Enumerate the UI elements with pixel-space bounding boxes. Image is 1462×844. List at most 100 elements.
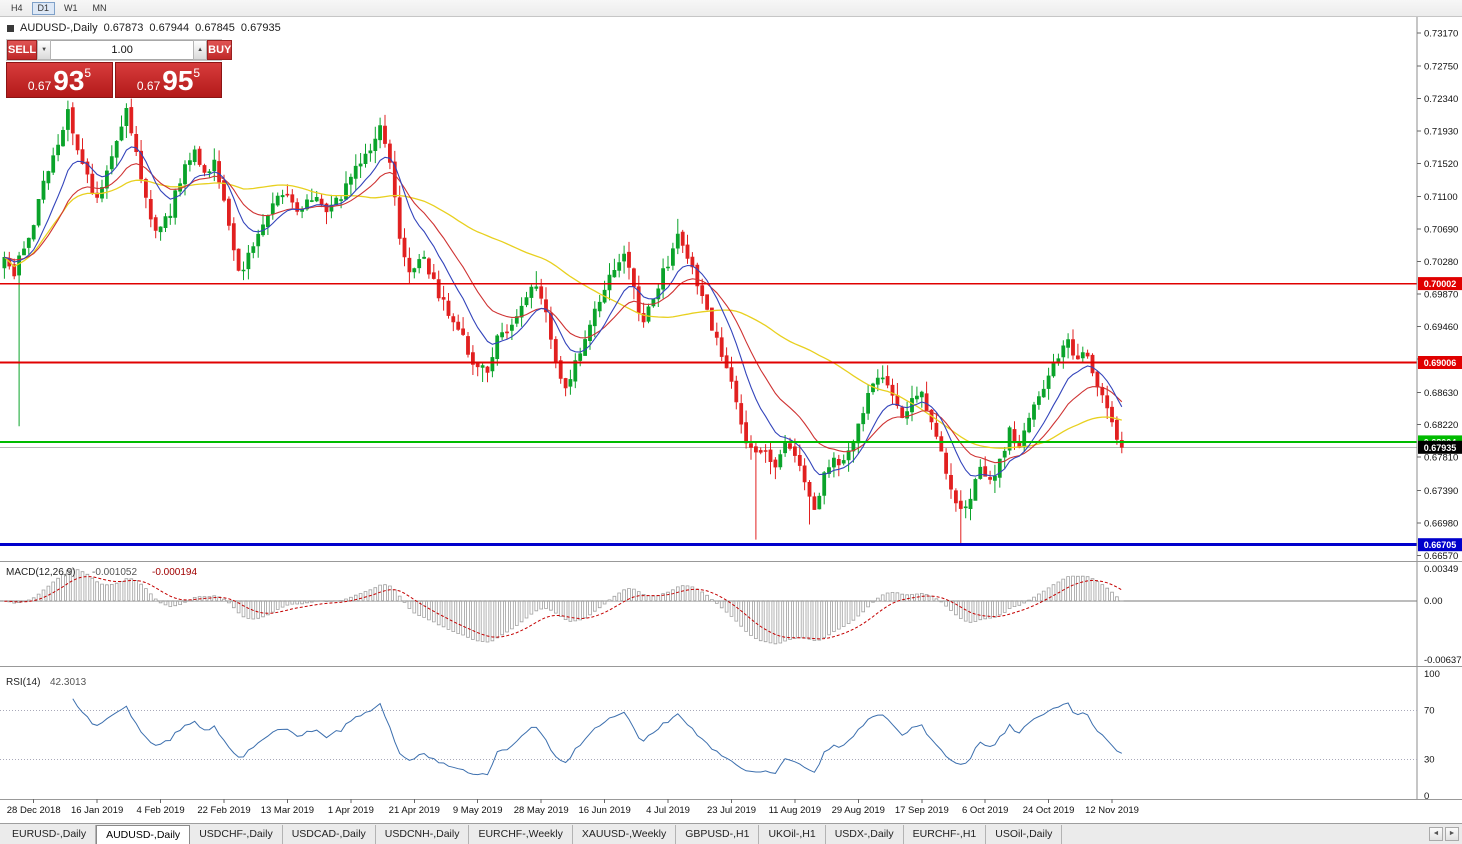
price-tick-label: 0.68220 xyxy=(1424,420,1458,431)
date-tick-label: 16 Jan 2019 xyxy=(71,805,123,816)
sell-button[interactable]: SELL xyxy=(7,40,38,60)
date-tick-label: 13 Mar 2019 xyxy=(261,805,314,816)
level-price-tag-label: 0.66705 xyxy=(1424,540,1457,550)
volume-decrease-button[interactable]: ▼ xyxy=(37,40,52,60)
macd-value-main: -0.001052 xyxy=(92,567,137,578)
date-tick-label: 4 Feb 2019 xyxy=(137,805,185,816)
volume-input[interactable] xyxy=(51,40,194,60)
level-price-tag xyxy=(1418,356,1462,369)
price-tick-label: 0.70280 xyxy=(1424,257,1458,268)
macd-value-signal: -0.000194 xyxy=(152,567,197,578)
level-price-tag-label: 0.70002 xyxy=(1424,279,1457,289)
macd-signal-line xyxy=(4,575,1123,640)
rsi-panel: RSI(14) 42.3013 100 70 30 0 xyxy=(0,669,1440,802)
rsi-line xyxy=(72,698,1123,776)
current-price-tag xyxy=(1418,440,1462,454)
moving-averages-layer xyxy=(3,146,1123,477)
candles-layer xyxy=(2,98,1124,545)
sell-price-sup: 5 xyxy=(84,66,92,80)
one-click-trading-panel: SELL ▼ ▲ BUY 0.67 93 5 0.67 95 5 xyxy=(6,39,233,98)
price-axis[interactable]: 0.73170 0.72750 0.72340 0.71930 0.71520 0.711… xyxy=(1416,17,1462,799)
date-tick-label: 28 Dec 2018 xyxy=(7,805,61,816)
chart-tab-gbpusd-h1[interactable]: GBPUSD-,H1 xyxy=(676,825,760,844)
price-tick-label: 0.73170 xyxy=(1424,28,1458,39)
price-tick-label: 0.66980 xyxy=(1424,518,1458,529)
macd-histogram xyxy=(3,568,1124,645)
macd-axis-zero: 0.00 xyxy=(1424,596,1443,607)
rsi-label: RSI(14) xyxy=(6,677,40,688)
macd-panel: MACD(12,26,9) -0.001052 -0.000194 0.00349 0.… xyxy=(0,564,1462,666)
period-button-w1[interactable]: W1 xyxy=(58,2,84,15)
chart-tab-xauusd-weekly[interactable]: XAUUSD-,Weekly xyxy=(573,825,677,844)
price-tick-label: 0.67810 xyxy=(1424,453,1458,464)
ma-slow-line xyxy=(3,179,1122,449)
date-tick-label: 29 Aug 2019 xyxy=(832,805,885,816)
chart-tab-ukoil-h1[interactable]: UKOil-,H1 xyxy=(759,825,826,844)
triangle-up-icon: ▲ xyxy=(197,47,204,53)
price-tick-label: 0.72340 xyxy=(1424,94,1458,105)
chart-tab-usdcad-daily[interactable]: USDCAD-,Daily xyxy=(283,825,376,844)
ma-mid-line xyxy=(4,163,1123,464)
volume-increase-button[interactable]: ▲ xyxy=(193,40,208,60)
chart-tab-eurchf-weekly[interactable]: EURCHF-,Weekly xyxy=(469,825,573,844)
period-button-mn[interactable]: MN xyxy=(87,2,113,15)
date-tick-label: 11 Aug 2019 xyxy=(769,805,822,816)
price-tick-label: 0.66570 xyxy=(1424,551,1458,562)
sell-price-box[interactable]: 0.67 93 5 xyxy=(6,62,113,98)
chart-title: AUDUSD-,Daily 0.67873 0.67944 0.67845 0.… xyxy=(7,22,281,34)
price-tick-label: 0.69870 xyxy=(1424,290,1458,301)
period-button-h4[interactable]: H4 xyxy=(5,2,29,15)
buy-price-small: 0.67 xyxy=(136,79,161,93)
price-tick-label: 0.71100 xyxy=(1424,192,1458,203)
rsi-axis-label: 100 xyxy=(1424,669,1440,680)
macd-axis-max: 0.00349 xyxy=(1424,564,1458,575)
chart-tab-usdchf-daily[interactable]: USDCHF-,Daily xyxy=(190,825,283,844)
chart-tab-usdx-daily[interactable]: USDX-,Daily xyxy=(826,825,904,844)
tabs-container: EURUSD-,Daily AUDUSD-,Daily USDCHF-,Daily U… xyxy=(3,825,1063,844)
rsi-axis-label: 70 xyxy=(1424,706,1435,717)
buy-price-box[interactable]: 0.67 95 5 xyxy=(115,62,222,98)
sell-price-small: 0.67 xyxy=(27,79,52,93)
level-price-tag-label: 0.69006 xyxy=(1424,358,1457,368)
chart-tab-usoil-daily[interactable]: USOil-,Daily xyxy=(986,825,1063,844)
date-tick-label: 4 Jul 2019 xyxy=(646,805,690,816)
tab-scroll-arrows: ◄ ► xyxy=(1429,827,1459,841)
date-tick-label: 9 May 2019 xyxy=(453,805,503,816)
price-tick-label: 0.69460 xyxy=(1424,322,1458,333)
macd-axis-min: -0.00637 xyxy=(1424,655,1462,666)
date-tick-label: 22 Feb 2019 xyxy=(197,805,250,816)
price-tick-label: 0.71930 xyxy=(1424,126,1458,137)
buy-price-sup: 5 xyxy=(193,66,201,80)
bear-candle-bodies xyxy=(7,107,1124,510)
date-tick-label: 16 Jun 2019 xyxy=(578,805,630,816)
chart-tab-bar: EURUSD-,Daily AUDUSD-,Daily USDCHF-,Daily U… xyxy=(0,823,1462,844)
buy-button[interactable]: BUY xyxy=(207,40,233,60)
bull-candle-wicks xyxy=(3,100,1084,521)
rsi-value: 42.3013 xyxy=(50,677,87,688)
chart-tab-audusd-daily[interactable]: AUDUSD-,Daily xyxy=(96,825,191,844)
bear-candle-wicks xyxy=(8,98,1123,545)
tab-scroll-left-button[interactable]: ◄ xyxy=(1429,827,1443,841)
ohlc-high: 0.67944 xyxy=(149,22,190,34)
date-axis[interactable]: 28 Dec 2018 16 Jan 2019 4 Feb 2019 22 Feb 2… xyxy=(7,799,1139,816)
price-chart-canvas[interactable]: 0.73170 0.72750 0.72340 0.71930 0.71520 0.711… xyxy=(0,17,1462,823)
ohlc-low: 0.67845 xyxy=(195,22,235,34)
chart-window[interactable]: 0.73170 0.72750 0.72340 0.71930 0.71520 0.711… xyxy=(0,17,1462,823)
chart-tab-eurchf-h1[interactable]: EURCHF-,H1 xyxy=(904,825,987,844)
tab-scroll-right-button[interactable]: ► xyxy=(1445,827,1459,841)
period-button-d1[interactable]: D1 xyxy=(31,1,56,15)
price-tick-label: 0.71520 xyxy=(1424,159,1458,170)
rsi-axis-label: 0 xyxy=(1424,791,1429,802)
ohlc-open: 0.67873 xyxy=(103,22,144,34)
chart-tab-eurusd-daily[interactable]: EURUSD-,Daily xyxy=(3,825,97,844)
current-price-tag-label: 0.67935 xyxy=(1424,443,1457,453)
price-tick-label: 0.68630 xyxy=(1424,388,1458,399)
date-tick-label: 1 Apr 2019 xyxy=(328,805,374,816)
date-tick-label: 28 May 2019 xyxy=(514,805,569,816)
date-tick-label: 17 Sep 2019 xyxy=(895,805,949,816)
macd-label: MACD(12,26,9) xyxy=(6,567,75,578)
date-tick-label: 12 Nov 2019 xyxy=(1085,805,1139,816)
price-tick-label: 0.70690 xyxy=(1424,225,1458,236)
triangle-down-icon: ▼ xyxy=(41,47,48,53)
chart-tab-usdcnh-daily[interactable]: USDCNH-,Daily xyxy=(376,825,470,844)
